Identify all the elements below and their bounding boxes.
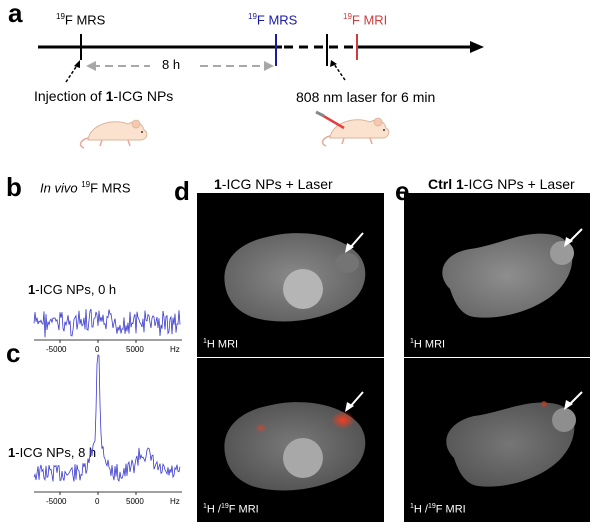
spectrum-0h-label: 1-ICG NPs, 0 h bbox=[28, 282, 117, 297]
tick-label: 5000 bbox=[126, 497, 144, 506]
mri-d-bottom: 1H /19F MRI bbox=[197, 358, 384, 522]
injection-label: Injection of 1-ICG NPs bbox=[34, 88, 174, 104]
tick-label: 5000 bbox=[126, 345, 144, 354]
mouse-laser-icon bbox=[315, 110, 390, 147]
mri-d-bottom-caption: 1H /19F MRI bbox=[203, 503, 259, 516]
spectrum-8h bbox=[33, 354, 182, 495]
mri-e-top-caption: 1H MRI bbox=[410, 338, 446, 351]
panel-d-letter: d bbox=[174, 176, 190, 206]
panel-a-letter: a bbox=[8, 0, 23, 28]
tick-label: Hz bbox=[170, 345, 180, 354]
spectrum-8h-xticks: -5000 0 5000 Hz bbox=[34, 497, 194, 509]
tick-label: 0 bbox=[95, 345, 100, 354]
mri-d-top-caption: 1H MRI bbox=[203, 338, 239, 351]
tick-label: Hz bbox=[170, 497, 180, 506]
spectrum-8h-label: 1-ICG NPs, 8 h bbox=[8, 445, 97, 460]
panel-b-title: In vivo 19F MRS bbox=[40, 180, 131, 196]
mri-e-top: 1H MRI bbox=[404, 193, 590, 357]
tick-label: 0 bbox=[95, 497, 100, 506]
spectrum-0h-xticks: -5000 0 5000 Hz bbox=[34, 345, 194, 357]
mri-e-bottom-caption: 1H /19F MRI bbox=[410, 503, 466, 516]
mri-e-bottom: 1H /19F MRI bbox=[404, 358, 590, 522]
timeline bbox=[38, 34, 484, 83]
timeline-label-second-mrs: 19F MRS bbox=[248, 12, 298, 28]
panel-c-letter: c bbox=[6, 338, 21, 368]
laser-label: 808 nm laser for 6 min bbox=[296, 89, 436, 105]
panel-b-letter: b bbox=[6, 172, 22, 202]
mouse-icon bbox=[79, 119, 148, 149]
interval-label: 8 h bbox=[162, 57, 181, 72]
panel-e-title: Ctrl 1-ICG NPs + Laser bbox=[428, 176, 575, 192]
timeline-label-mri: 19F MRI bbox=[343, 12, 388, 28]
mri-d-top: 1H MRI bbox=[197, 193, 384, 357]
spectrum-0h bbox=[33, 308, 182, 343]
panel-d-title: 1-ICG NPs + Laser bbox=[214, 176, 333, 192]
tick-label: -5000 bbox=[46, 497, 67, 506]
timeline-label-first-mrs: 19F MRS bbox=[56, 12, 106, 28]
tick-label: -5000 bbox=[46, 345, 67, 354]
